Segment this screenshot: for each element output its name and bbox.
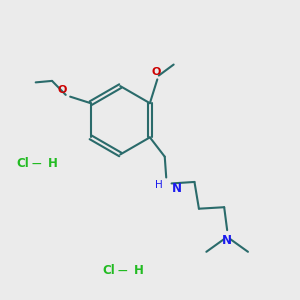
Text: H: H	[134, 264, 143, 277]
Text: Cl: Cl	[102, 264, 115, 277]
Text: Cl: Cl	[16, 157, 29, 170]
Text: N: N	[222, 234, 232, 247]
Text: H: H	[47, 157, 57, 170]
Text: O: O	[151, 67, 160, 77]
Text: −: −	[31, 156, 42, 170]
Text: O: O	[58, 85, 67, 95]
Text: H: H	[155, 181, 163, 190]
Text: −: −	[117, 263, 128, 278]
Text: N: N	[172, 182, 182, 195]
